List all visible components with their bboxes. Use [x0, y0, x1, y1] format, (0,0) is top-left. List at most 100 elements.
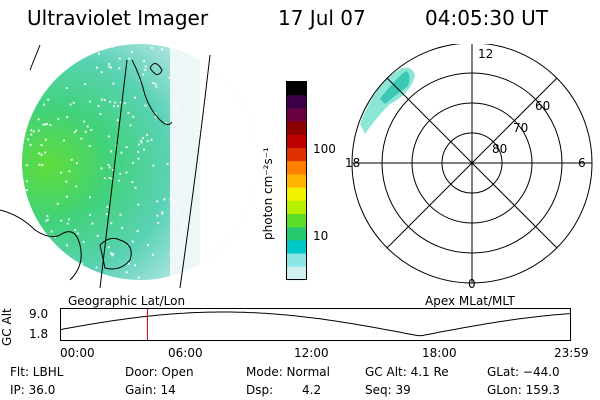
image-speckle [23, 119, 26, 122]
image-speckle [120, 151, 123, 154]
image-speckle [84, 130, 87, 133]
colorbar-stripe [287, 134, 306, 149]
info-glon: GLon: 159.3 [487, 383, 560, 397]
image-speckle [132, 115, 135, 118]
image-speckle [170, 232, 173, 235]
image-speckle [60, 219, 63, 222]
image-speckle [41, 164, 44, 167]
image-speckle [107, 135, 110, 138]
altitude-xtick: 12:00 [294, 346, 329, 360]
altitude-xtick: 00:00 [60, 346, 95, 360]
image-speckle [160, 48, 163, 51]
image-speckle [27, 138, 29, 141]
image-speckle [37, 118, 40, 121]
image-speckle [81, 262, 84, 265]
colorbar-tick-100: 100 [313, 142, 336, 156]
image-speckle [123, 102, 126, 105]
image-speckle [68, 218, 70, 221]
image-speckle [24, 82, 27, 85]
image-speckle [146, 140, 149, 143]
image-speckle [44, 138, 47, 141]
image-speckle [118, 57, 121, 60]
image-speckle [87, 268, 90, 271]
image-speckle [108, 176, 111, 179]
image-speckle [142, 73, 145, 76]
image-speckle [144, 104, 147, 107]
image-speckle [108, 166, 111, 169]
info-flt: Flt: LBHL [10, 365, 64, 379]
image-speckle [65, 180, 68, 183]
image-speckle [140, 141, 143, 144]
image-speckle [43, 103, 46, 106]
image-speckle [69, 103, 72, 106]
image-speckle [66, 244, 68, 247]
image-speckle [197, 144, 200, 147]
image-speckle [137, 143, 140, 146]
image-speckle [189, 225, 192, 228]
coastline [131, 59, 173, 126]
image-speckle [110, 150, 113, 153]
image-speckle [111, 277, 114, 280]
altitude-ytick-min: 1.8 [29, 327, 49, 341]
image-speckle [22, 50, 25, 53]
image-speckle [178, 77, 181, 80]
image-speckle [30, 129, 33, 132]
image-speckle [25, 189, 28, 192]
image-speckle [139, 79, 142, 82]
coastline [99, 237, 132, 270]
image-speckle [116, 119, 119, 122]
image-speckle [118, 67, 121, 70]
image-speckle [32, 130, 35, 133]
image-speckle [171, 61, 174, 63]
image-speckle [106, 205, 109, 208]
image-speckle [191, 277, 194, 280]
time-label: 04:05:30 UT [425, 6, 549, 30]
image-speckle [23, 233, 26, 236]
image-speckle [214, 178, 217, 181]
image-speckle [89, 100, 91, 103]
image-speckle [213, 259, 216, 262]
colorbar-stripe [287, 82, 306, 96]
image-speckle [125, 146, 128, 149]
image-speckle [155, 85, 158, 88]
image-speckle [132, 161, 135, 164]
image-speckle [89, 196, 91, 199]
image-speckle [68, 272, 71, 275]
image-speckle [90, 129, 93, 131]
image-speckle [54, 282, 56, 284]
image-speckle [75, 162, 78, 165]
info-dsp-value: 4.2 [302, 383, 322, 397]
mlt-label-6: 6 [578, 156, 586, 170]
image-speckle [37, 84, 39, 87]
image-speckle [171, 201, 174, 204]
image-speckle [129, 124, 132, 127]
image-speckle [154, 112, 157, 115]
image-speckle [211, 168, 214, 171]
image-speckle [213, 236, 216, 239]
image-speckle [136, 230, 139, 232]
image-speckle [112, 252, 115, 255]
colorbar-stripe [287, 108, 306, 123]
info-door: Door: Open [125, 365, 194, 379]
image-speckle [207, 277, 210, 280]
image-speckle [150, 138, 153, 141]
image-speckle [157, 221, 160, 224]
image-speckle [31, 106, 34, 109]
image-speckle [35, 255, 38, 258]
image-speckle [178, 214, 180, 217]
image-speckle [163, 198, 166, 201]
image-speckle [188, 67, 191, 70]
colorbar-stripe [287, 161, 306, 175]
colorbar-stripe [287, 121, 306, 136]
meridian-line [179, 54, 211, 289]
image-speckle [30, 133, 33, 136]
colorbar-stripe [287, 227, 306, 241]
image-speckle [47, 98, 50, 101]
image-speckle [22, 279, 23, 280]
image-speckle [150, 46, 153, 49]
image-speckle [75, 129, 78, 132]
apex-panel-label: Apex MLat/MLT [425, 294, 515, 308]
image-speckle [38, 283, 40, 285]
image-speckle [125, 271, 128, 274]
